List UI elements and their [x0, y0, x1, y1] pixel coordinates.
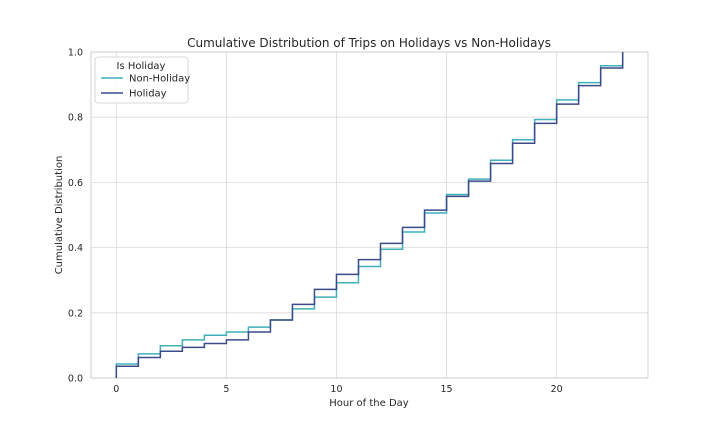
y-tick-label: 0.8 [68, 113, 83, 124]
series-line-non-holiday [115, 52, 624, 378]
legend: Is Holiday Non-Holiday Holiday [94, 56, 190, 104]
series-line-holiday [115, 52, 624, 378]
series-lines [115, 52, 624, 378]
plot-area-border [90, 51, 649, 379]
x-axis-label: Hour of the Day [329, 398, 409, 409]
axes-frame [90, 51, 649, 379]
y-tick-label: 0.6 [68, 178, 83, 189]
x-tick-label: 15 [441, 384, 453, 395]
y-tick-label: 1.0 [68, 48, 83, 59]
legend-box [94, 56, 189, 104]
x-tick-label: 20 [551, 384, 563, 395]
x-tick-label: 5 [223, 384, 229, 395]
y-tick-label: 0.2 [68, 308, 83, 319]
chart-title: Cumulative Distribution of Trips on Holi… [187, 36, 551, 50]
y-tick-label: 0.0 [68, 374, 83, 385]
legend-label-holiday: Holiday [129, 89, 167, 100]
y-tick-labels: 0.0 0.2 0.4 0.6 0.8 1.0 [68, 48, 83, 385]
x-tick-labels: 0 5 10 15 20 [113, 384, 562, 395]
legend-title: Is Holiday [117, 61, 166, 72]
y-tick-label: 0.4 [68, 243, 83, 254]
legend-label-non-holiday: Non-Holiday [129, 74, 190, 85]
x-tick-label: 10 [330, 384, 342, 395]
y-axis-label: Cumulative Distribution [54, 156, 65, 275]
x-tick-label: 0 [113, 384, 119, 395]
